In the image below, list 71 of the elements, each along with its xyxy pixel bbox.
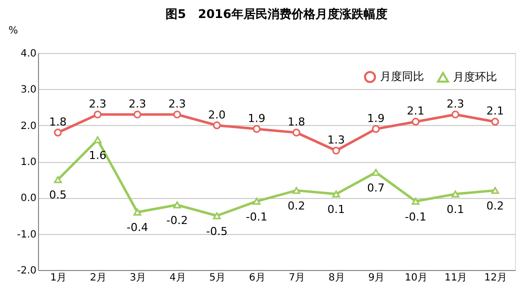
x-tick-label: 5月 — [209, 272, 226, 284]
x-tick-label: 8月 — [328, 272, 345, 284]
data-label: 1.3 — [327, 134, 345, 147]
chart-title: 图5 2016年居民消费价格月度涨跌幅度 — [166, 7, 388, 21]
point — [332, 190, 340, 198]
point — [412, 118, 420, 126]
data-label: -0.4 — [126, 221, 148, 234]
y-tick-label: -2.0 — [16, 266, 36, 276]
point — [292, 186, 300, 194]
point — [173, 110, 182, 118]
point — [94, 136, 102, 144]
data-label: 0.2 — [288, 199, 306, 212]
data-label: 0.1 — [327, 203, 345, 216]
x-tick-label: 4月 — [169, 272, 186, 284]
y-tick-label: 4.0 — [20, 48, 36, 60]
data-label: -0.1 — [246, 210, 268, 224]
data-label: 2.3 — [88, 97, 106, 110]
data-label: 2.3 — [446, 97, 464, 110]
x-tick-label: 12月 — [484, 272, 507, 284]
y-tick-label: 0.0 — [20, 193, 36, 204]
data-label: 0.2 — [486, 199, 504, 212]
data-label: 0.1 — [446, 203, 464, 216]
point — [292, 128, 300, 136]
point — [133, 110, 142, 118]
point — [372, 125, 380, 133]
point — [332, 146, 340, 155]
x-tick-label: 1月 — [50, 272, 67, 284]
data-label: 1.8 — [49, 116, 67, 129]
data-label: 2.1 — [406, 104, 424, 118]
point — [173, 201, 182, 208]
x-tick-label: 6月 — [248, 272, 266, 284]
data-label: 1.9 — [248, 112, 266, 125]
x-tick-label: 2月 — [90, 272, 106, 284]
point — [372, 168, 380, 176]
data-label: -0.2 — [166, 214, 188, 227]
data-label: 2.1 — [486, 104, 504, 118]
point — [491, 118, 500, 126]
data-label: 1.6 — [88, 148, 106, 162]
y-axis-title: % — [8, 26, 18, 36]
legend-label: 月度环比 — [453, 70, 497, 84]
point — [451, 110, 460, 118]
data-label: 2.0 — [208, 108, 226, 122]
data-label: -0.1 — [404, 210, 426, 224]
point — [54, 128, 62, 136]
x-tick-label: 10月 — [404, 272, 428, 284]
point — [412, 198, 420, 205]
point — [212, 212, 221, 220]
x-tick-label: 9月 — [368, 272, 385, 284]
point — [212, 121, 221, 130]
point — [94, 110, 102, 118]
point — [451, 190, 460, 198]
point — [54, 176, 62, 184]
data-label: -0.5 — [206, 224, 228, 238]
point — [252, 198, 261, 205]
data-label: 2.3 — [128, 97, 146, 110]
data-label: 0.5 — [49, 188, 67, 202]
y-tick-label: -1.0 — [16, 229, 36, 240]
legend-label: 月度同比 — [380, 70, 424, 83]
x-tick-label: 11月 — [444, 272, 468, 284]
y-tick-label: 1.0 — [20, 157, 36, 168]
data-label: 0.7 — [367, 181, 385, 194]
x-tick-label: 3月 — [130, 272, 146, 284]
point — [491, 186, 500, 194]
point — [133, 208, 142, 216]
data-label: 2.3 — [168, 97, 186, 110]
y-tick-label: 2.0 — [20, 120, 36, 132]
point — [252, 125, 261, 133]
x-tick-label: 7月 — [288, 272, 306, 284]
y-tick-label: 3.0 — [20, 84, 36, 96]
data-label: 1.9 — [367, 112, 385, 125]
data-label: 1.8 — [288, 116, 306, 129]
